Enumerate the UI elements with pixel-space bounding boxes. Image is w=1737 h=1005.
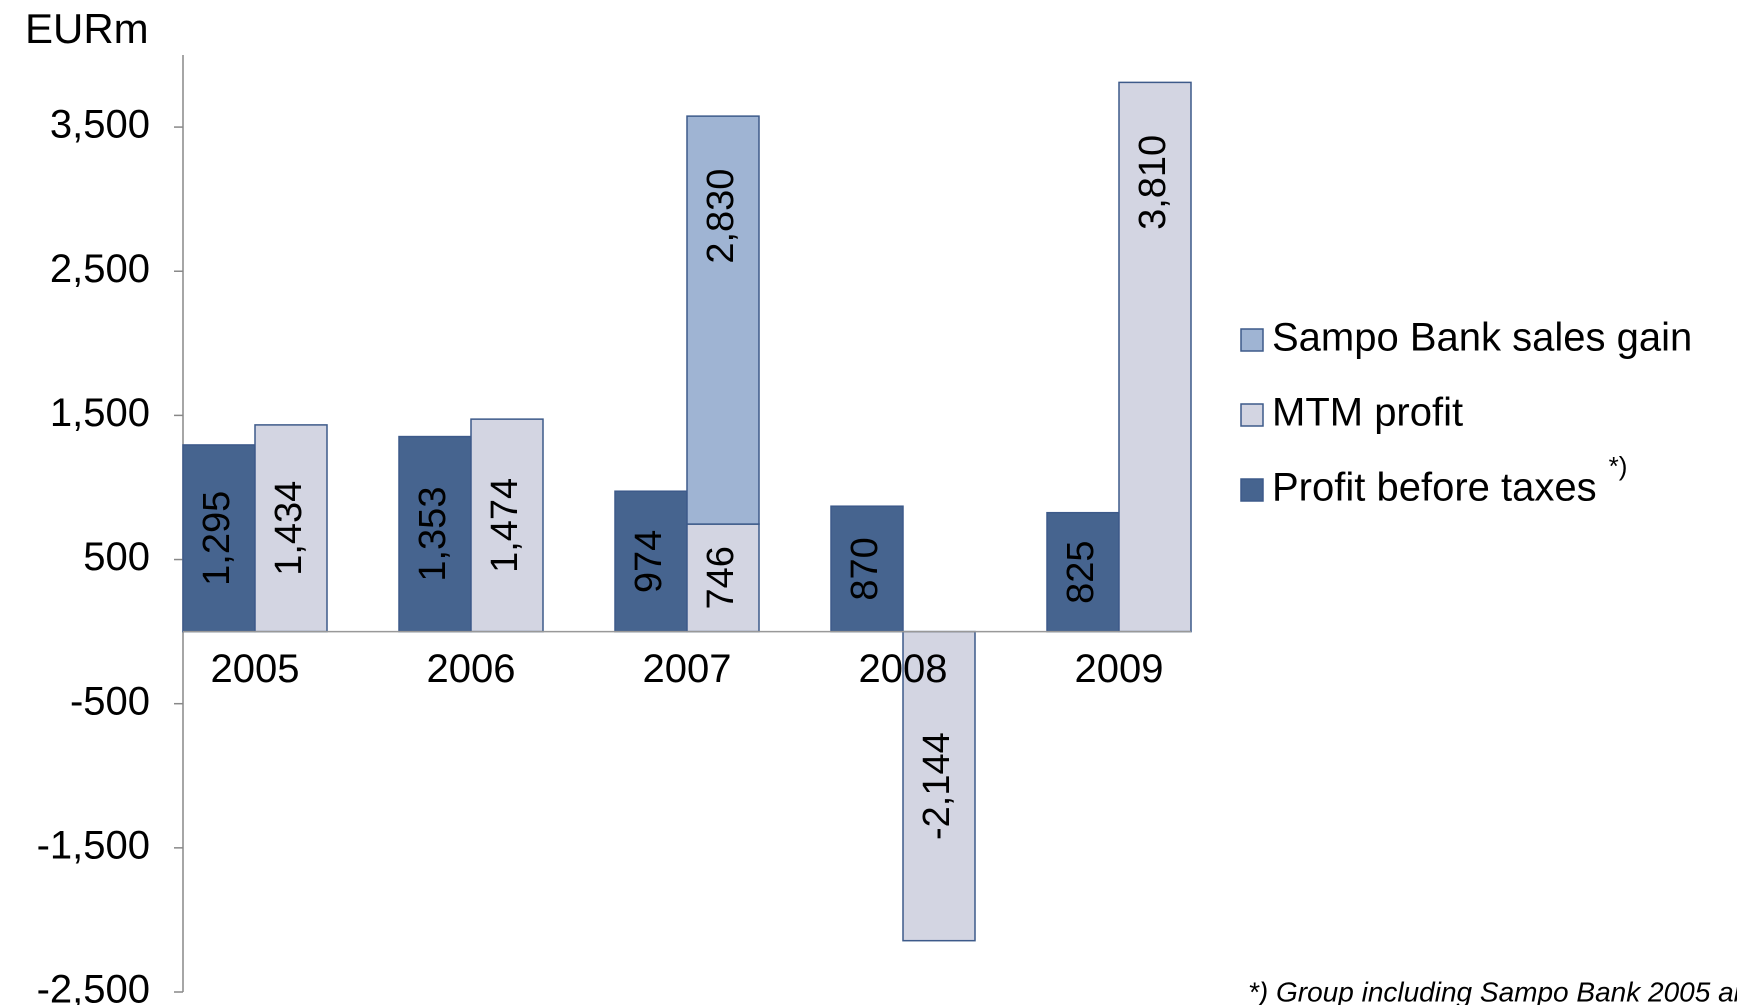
y-tick-label: -500 xyxy=(70,679,150,723)
bar xyxy=(686,523,760,633)
bar xyxy=(254,424,328,633)
value-label: 1,434 xyxy=(268,481,310,576)
value-label: 870 xyxy=(844,537,886,600)
y-tick-label: -1,500 xyxy=(37,823,150,867)
bar xyxy=(398,435,472,633)
value-label: 746 xyxy=(700,546,742,609)
y-tick-label: -2,500 xyxy=(37,968,150,1005)
bar xyxy=(1118,81,1192,633)
value-label: 825 xyxy=(1060,540,1102,603)
x-tick-label: 2007 xyxy=(643,647,732,691)
x-tick-label: 2005 xyxy=(211,647,300,691)
bar xyxy=(686,115,760,525)
y-tick-label: 1,500 xyxy=(50,391,150,435)
legend-swatch xyxy=(1240,328,1264,352)
x-tick-label: 2008 xyxy=(859,647,948,691)
value-label: 2,830 xyxy=(700,169,742,264)
value-label: 1,295 xyxy=(196,491,238,586)
bar xyxy=(830,505,904,633)
y-tick-label: 2,500 xyxy=(50,247,150,291)
y-tick-label: 500 xyxy=(83,535,150,579)
value-label: 1,353 xyxy=(412,487,454,582)
value-label: -2,144 xyxy=(916,732,958,840)
legend-marker: *) xyxy=(1609,451,1628,481)
bar xyxy=(182,444,256,633)
bar xyxy=(470,418,544,633)
legend-swatch xyxy=(1240,478,1264,502)
x-tick-label: 2009 xyxy=(1075,647,1164,691)
legend-label: Sampo Bank sales gain xyxy=(1272,316,1692,360)
legend-swatch xyxy=(1240,403,1264,427)
x-tick-label: 2006 xyxy=(427,647,516,691)
value-label: 974 xyxy=(628,530,670,593)
legend-label: Profit before taxes xyxy=(1272,466,1597,510)
y-tick-label: 3,500 xyxy=(50,103,150,147)
value-label: 3,810 xyxy=(1132,135,1174,230)
legend-label: MTM profit xyxy=(1272,391,1463,435)
y-axis-label: EURm xyxy=(25,5,149,52)
value-label: 1,474 xyxy=(484,478,526,573)
bar xyxy=(902,630,976,942)
footnote: *) Group including Sampo Bank 2005 and 2 xyxy=(1248,976,1737,1005)
